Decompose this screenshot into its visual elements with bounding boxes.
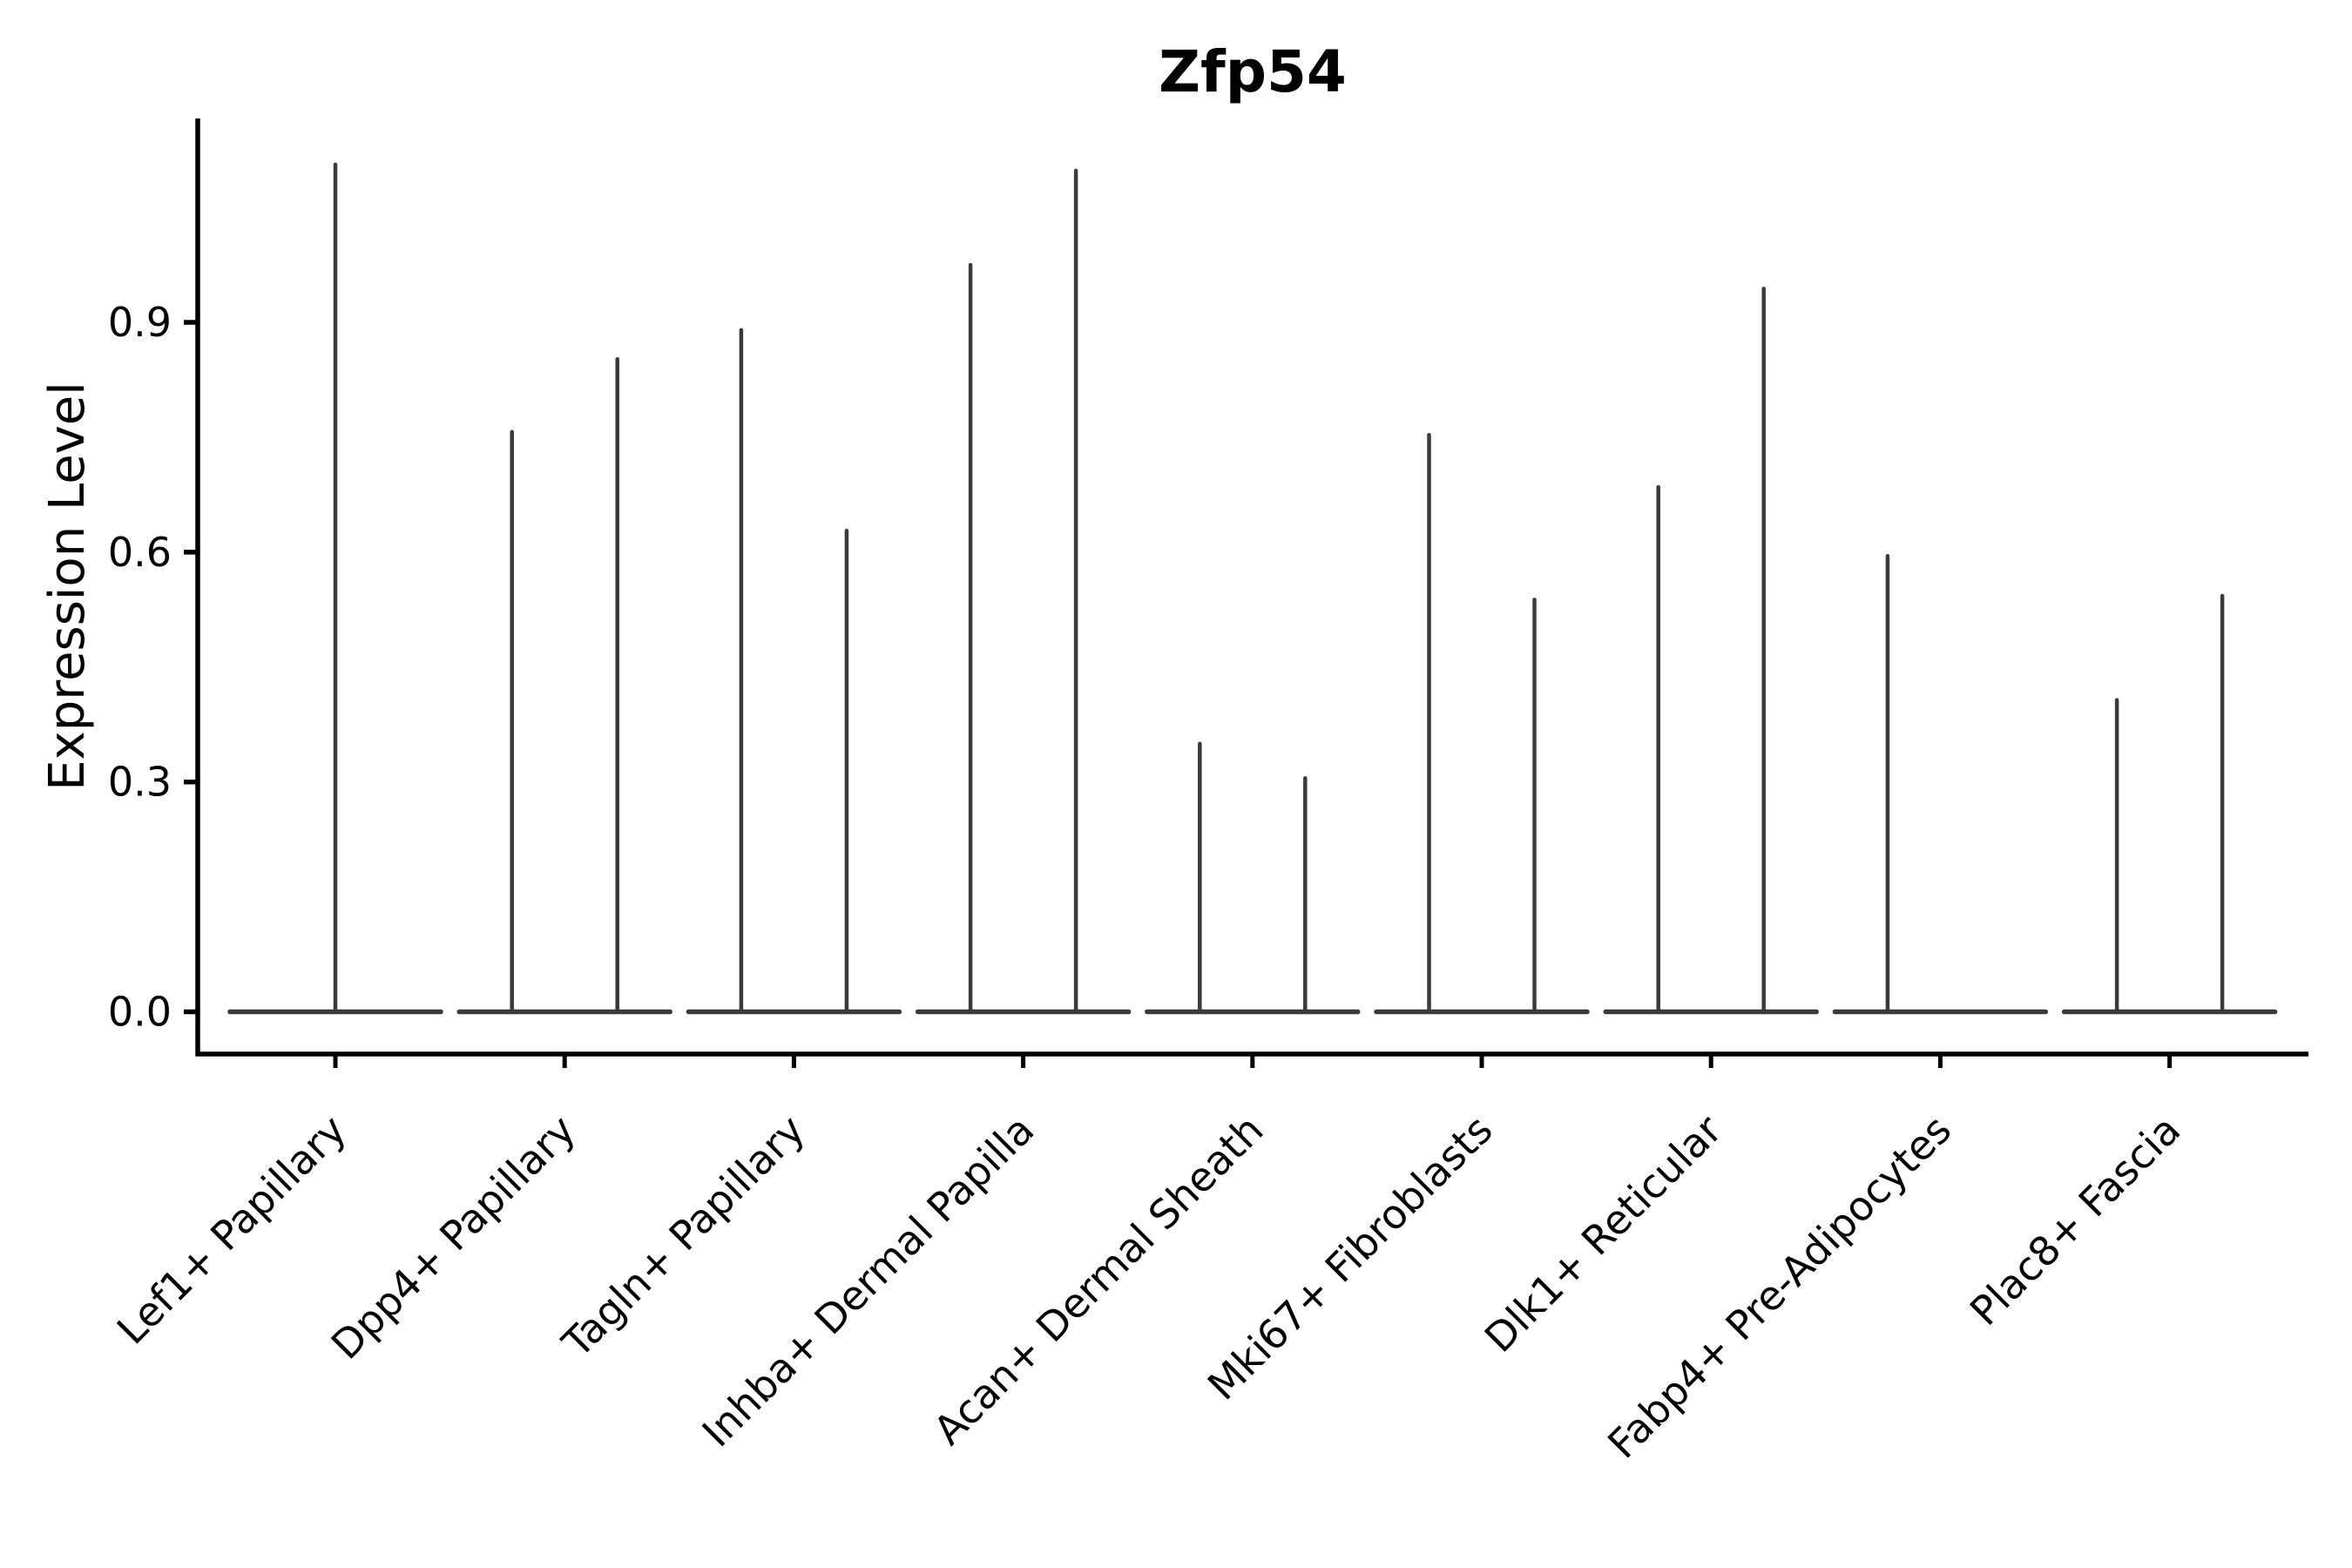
y-tick-label: 0.3 — [108, 759, 172, 806]
violin-1 — [227, 162, 443, 1015]
x-tick-label: Plac8+ Fascia — [1961, 1106, 2189, 1335]
axes-layer — [184, 118, 2308, 1068]
violin-4 — [915, 168, 1132, 1015]
violin-2 — [456, 357, 672, 1015]
y-tick-label: 0.6 — [108, 529, 172, 576]
y-tick-label: 0.9 — [108, 299, 172, 346]
axes-spines — [195, 118, 2308, 1057]
y-tick-labels-layer: 0.0 0.3 0.6 0.9 — [108, 299, 172, 1035]
plot-title: Zfp54 — [1159, 38, 1347, 105]
violin-6 — [1374, 433, 1590, 1015]
violin-8 — [1832, 554, 2049, 1015]
violin-3 — [686, 328, 902, 1015]
x-tick-label: Lef1+ Papillary — [108, 1106, 355, 1354]
y-axis-label: Expression Level — [39, 382, 96, 791]
violin-9 — [2061, 593, 2278, 1015]
violins-layer — [227, 162, 2278, 1015]
x-tick-label: Tagln+ Papillary — [553, 1106, 814, 1368]
violin-5 — [1145, 741, 1361, 1015]
violin-7 — [1603, 287, 1819, 1015]
y-tick-label: 0.0 — [108, 989, 172, 1036]
x-tick-label: Dpp4+ Papillary — [322, 1106, 585, 1369]
x-tick-label: Dlk1+ Reticular — [1476, 1106, 1731, 1362]
